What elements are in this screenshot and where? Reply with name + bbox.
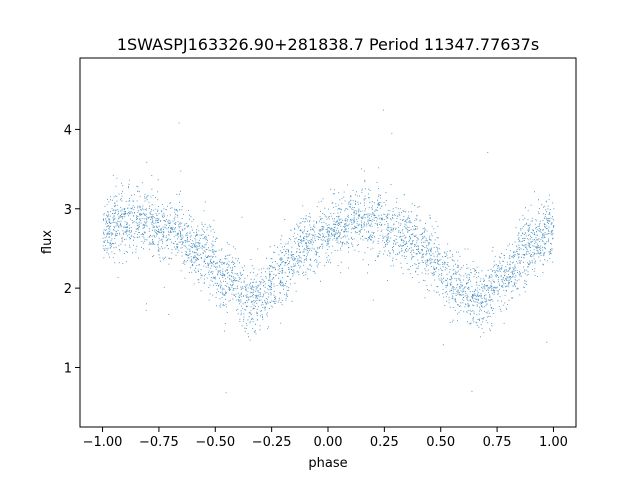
x-tick-label: −0.50 — [195, 435, 235, 450]
x-tick-label: −0.25 — [252, 435, 292, 450]
x-tick-label: 1.00 — [539, 435, 568, 450]
y-tick-label: 1 — [64, 361, 72, 376]
y-axis-ticks: 1 2 3 4 — [64, 123, 80, 376]
x-tick-label: 0.75 — [483, 435, 512, 450]
x-axis-ticks: −1.00 −0.75 −0.50 −0.25 0.00 0.25 0.50 0.75 1.00 — [83, 427, 568, 450]
x-tick-label: −1.00 — [83, 435, 123, 450]
x-axis-label: phase — [308, 456, 347, 471]
y-tick-label: 4 — [64, 123, 72, 138]
y-tick-label: 2 — [64, 282, 72, 297]
x-tick-label: −0.75 — [139, 435, 179, 450]
x-tick-label: 0.00 — [314, 435, 343, 450]
y-tick-label: 3 — [64, 203, 72, 218]
x-tick-label: 0.50 — [426, 435, 455, 450]
y-axis-label: flux — [40, 230, 55, 254]
chart-title: 1SWASPJ163326.90+281838.7 Period 11347.7… — [117, 35, 539, 54]
plot-background — [80, 58, 576, 427]
x-tick-label: 0.25 — [370, 435, 399, 450]
